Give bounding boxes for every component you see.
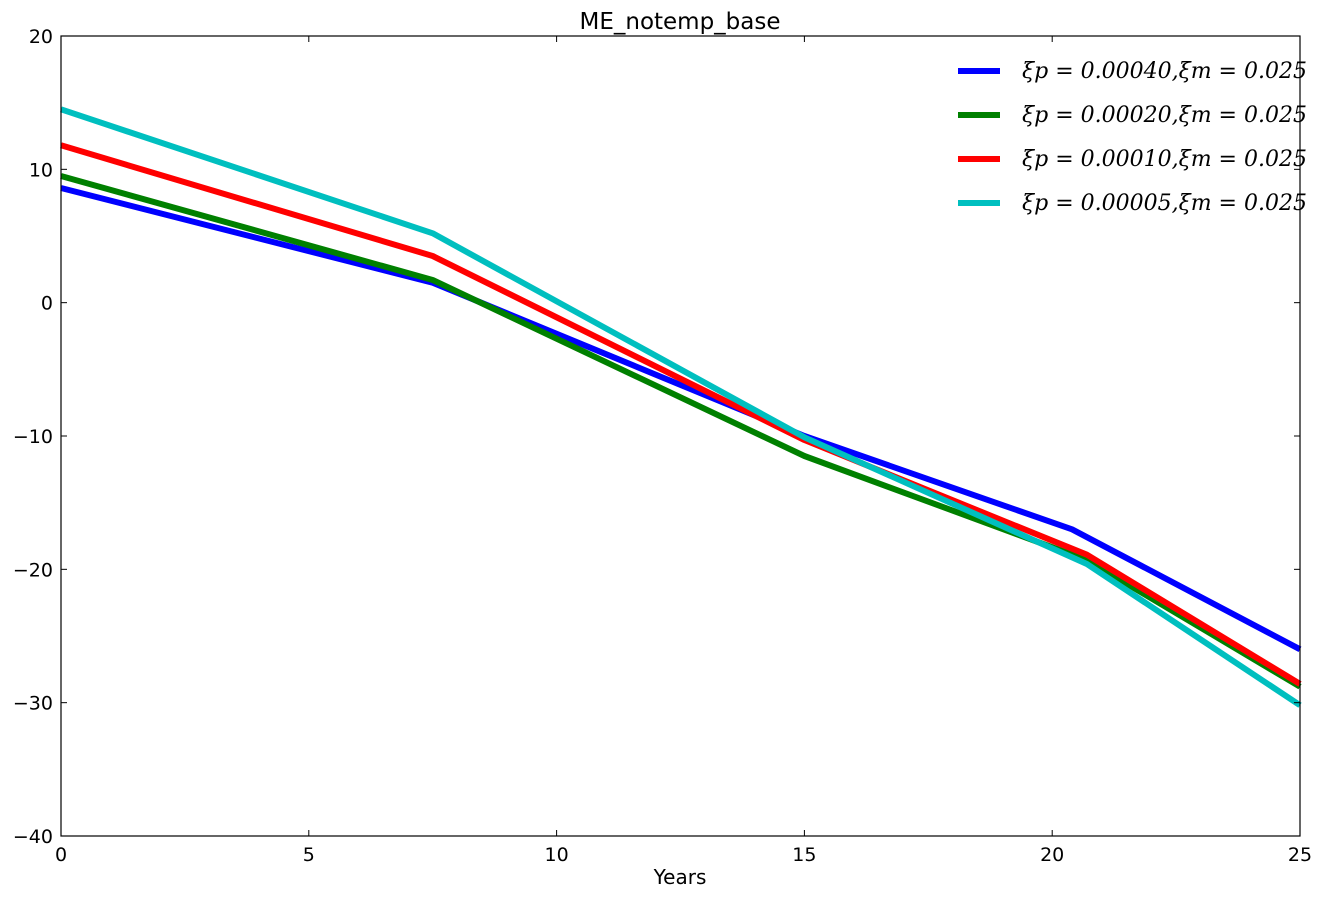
legend-label-4: ξp = 0.00005,ξm = 0.025 — [1022, 191, 1307, 216]
y-tick-label: −40 — [13, 826, 53, 848]
x-tick-labels: 0 5 10 15 20 25 — [55, 844, 1312, 866]
series-line-4 — [60, 106, 1302, 708]
y-tick-label: −30 — [13, 693, 53, 715]
legend-label-3: ξp = 0.00010,ξm = 0.025 — [1022, 147, 1307, 172]
y-tick-label: 20 — [29, 26, 53, 48]
legend-label-1: ξp = 0.00040,ξm = 0.025 — [1022, 59, 1307, 84]
axis-ticks — [60, 35, 1301, 837]
y-tick-label: 10 — [29, 159, 53, 181]
x-tick-label: 0 — [55, 844, 67, 866]
x-tick-label: 10 — [545, 844, 569, 866]
x-tick-label: 5 — [303, 844, 315, 866]
y-tick-labels: −40 −30 −20 −10 0 10 20 — [13, 26, 53, 848]
y-tick-label: 0 — [41, 293, 53, 315]
x-tick-label: 20 — [1040, 844, 1064, 866]
chart-title: ME_notemp_base — [579, 9, 780, 35]
y-tick-label: −20 — [13, 559, 53, 581]
x-tick-label: 15 — [792, 844, 816, 866]
legend: ξp = 0.00040,ξm = 0.025 ξp = 0.00020,ξm =… — [958, 59, 1307, 216]
series-line-2 — [60, 173, 1302, 690]
plot-series — [60, 106, 1302, 708]
x-tick-label: 25 — [1288, 844, 1312, 866]
legend-label-2: ξp = 0.00020,ξm = 0.025 — [1022, 103, 1307, 128]
y-tick-label: −10 — [13, 426, 53, 448]
x-axis-label: Years — [653, 865, 707, 889]
